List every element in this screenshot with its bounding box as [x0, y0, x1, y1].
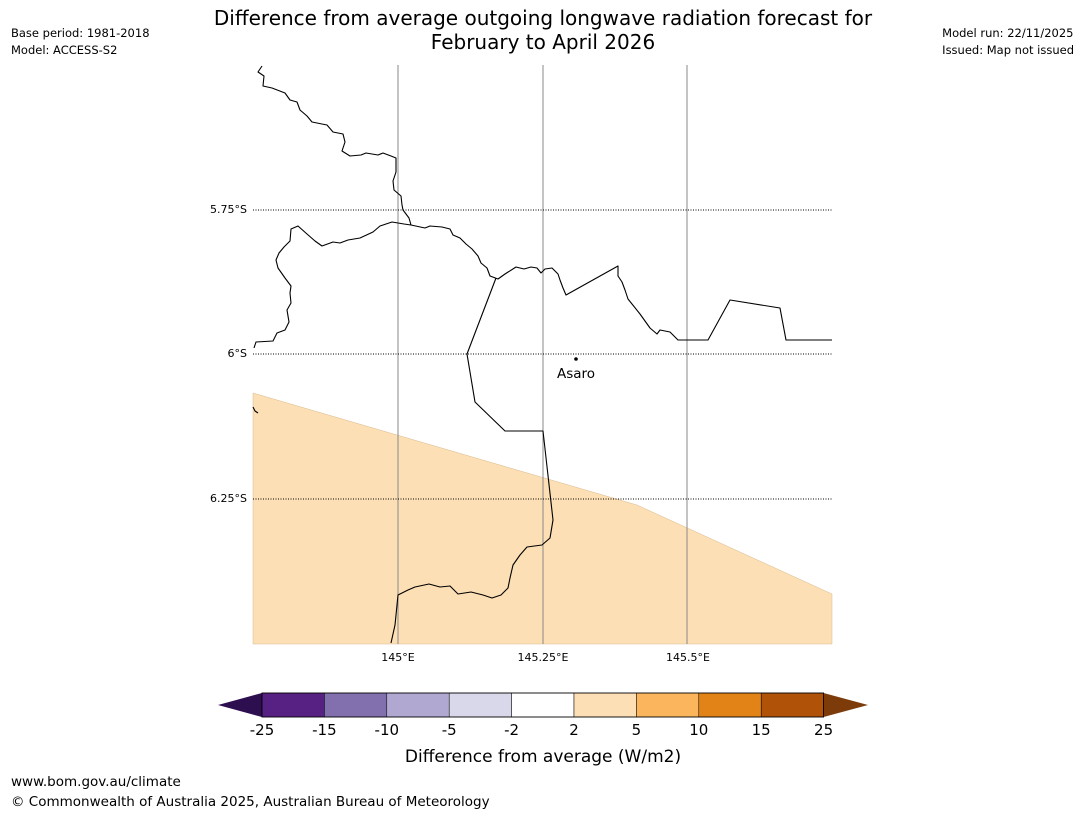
base-period: Base period: 1981-2018: [11, 26, 150, 40]
colorbar-tick: -2: [504, 721, 519, 739]
model-run: Model run: 22/11/2025: [942, 26, 1074, 40]
colorbar-tick: -5: [442, 721, 457, 739]
colorbar-bin: [386, 692, 450, 718]
footer-copyright: © Commonwealth of Australia 2025, Austra…: [11, 794, 490, 810]
colorbar-tick: -10: [375, 721, 400, 739]
boundary-fragment: [252, 406, 259, 414]
boundary-lines: [252, 65, 832, 644]
colorbar-bin: [760, 692, 824, 718]
colorbar-bin: [448, 692, 512, 718]
boundary-central: [410, 224, 832, 341]
colorbar-bin: [698, 692, 762, 718]
lat-label: 6°S: [228, 347, 247, 360]
footer-url: www.bom.gov.au/climate: [11, 774, 181, 790]
colorbar-bin: [636, 692, 700, 718]
colorbar-tick: -25: [250, 721, 275, 739]
boundary-north: [253, 65, 412, 349]
lon-label: 145°E: [381, 651, 414, 664]
boundary-divide: [390, 277, 554, 644]
lat-label: 6.25°S: [210, 492, 247, 505]
colorbar-outline: [261, 692, 824, 718]
colorbar: [218, 692, 868, 718]
colorbar-tick: 10: [689, 721, 708, 739]
colorbar-bin: [511, 692, 575, 718]
map-title: Difference from average outgoing longwav…: [143, 6, 943, 54]
colorbar-tick: 5: [632, 721, 642, 739]
colorbar-bin: [573, 692, 637, 718]
title-line-1: Difference from average outgoing longwav…: [213, 6, 873, 30]
colorbar-tick: -15: [312, 721, 337, 739]
colorbar-bin: [261, 692, 325, 718]
colorbar-under-arrow: [218, 693, 262, 717]
metadata-left: Base period: 1981-2018 Model: ACCESS-S2: [11, 25, 150, 59]
lon-label: 145.25°E: [518, 651, 569, 664]
metadata-right: Model run: 22/11/2025 Issued: Map not is…: [942, 25, 1074, 59]
colorbar-tick: 25: [814, 721, 833, 739]
colorbar-title: Difference from average (W/m2): [405, 747, 681, 767]
title-line-2: February to April 2026: [430, 30, 656, 54]
colorbar-over-arrow: [823, 693, 868, 717]
colorbar-tick: 15: [752, 721, 771, 739]
colorbar-bin: [324, 692, 388, 718]
town-marker: [574, 357, 578, 361]
colorbar-tick: 2: [569, 721, 579, 739]
lat-label: 5.75°S: [210, 203, 247, 216]
town-label: Asaro: [557, 366, 595, 382]
lon-label: 145.5°E: [666, 651, 710, 664]
model-name: Model: ACCESS-S2: [11, 43, 118, 57]
issued-status: Issued: Map not issued: [942, 43, 1074, 57]
